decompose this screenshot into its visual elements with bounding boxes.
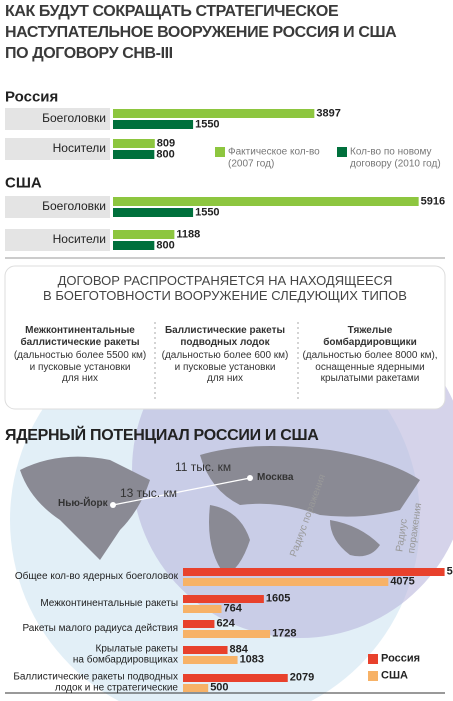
value-label: 1728 [272, 627, 297, 640]
bar [183, 684, 209, 692]
category-box [5, 229, 110, 251]
category-box [5, 108, 110, 130]
legend-swatch [368, 654, 378, 664]
value-label: 2079 [289, 671, 315, 684]
bar [183, 656, 238, 664]
value-label: 5916 [420, 195, 446, 208]
group-label: Россия [5, 88, 59, 106]
route [112, 477, 251, 506]
continent [200, 446, 420, 517]
bar [183, 620, 215, 628]
value-label: 884 [229, 643, 248, 656]
value-label: 764 [223, 602, 242, 615]
bar [183, 578, 389, 586]
treaty-type-title: Баллистические ракеты подводных лодок [164, 325, 286, 348]
value-label: 800 [156, 239, 175, 252]
legend-swatch [337, 147, 347, 157]
category-label: Боеголовки [42, 199, 106, 214]
bar [183, 674, 288, 682]
city-label: Москва [257, 472, 294, 483]
treaty-type-description: (дальностью более 600 км) и пусковые уст… [161, 350, 289, 384]
bar [183, 605, 222, 613]
legend-label: Кол-во по новому договору (2010 год) [350, 146, 441, 170]
value-label: 1188 [176, 228, 201, 241]
value-label: 5192 [446, 565, 453, 578]
chart-title: ЯДЕРНЫЙ ПОТЕНЦИАЛ РОССИИ И США [5, 426, 319, 444]
value-label: 1083 [239, 653, 265, 666]
distance-label: 11 тыс. км [175, 460, 232, 474]
bar [113, 197, 419, 206]
bar [113, 139, 155, 148]
treaty-heading: ДОГОВОР РАСПРОСТРАНЯЕТСЯ НА НАХОДЯЩЕЕСЯ … [43, 273, 407, 303]
bar [113, 109, 315, 118]
bar [113, 241, 155, 250]
value-label: 1550 [195, 118, 220, 131]
bar [113, 230, 175, 239]
bar [183, 630, 271, 638]
legend-label: Фактическое кол-во (2007 год) [228, 146, 320, 170]
legend-swatch [368, 671, 378, 681]
value-label: 3897 [316, 107, 341, 120]
category-label: Боеголовки [42, 111, 106, 126]
legend-label: Россия [381, 652, 421, 665]
treaty-type-title: Тяжелые бомбардировщики [323, 325, 417, 348]
category-label: Межконтинентальные ракеты [40, 597, 178, 609]
treaty-box [4, 265, 446, 410]
category-label: Ракеты малого радиуса действия [22, 622, 178, 634]
title: КАК БУДУТ СОКРАЩАТЬ СТРАТЕГИЧЕСКОЕ НАСТУ… [5, 3, 397, 62]
category-label: Баллистические ракеты подводных лодок и … [13, 671, 178, 693]
value-label: 800 [156, 148, 175, 161]
city-label: Нью-Йорк [58, 498, 108, 509]
category-box [5, 138, 110, 160]
bar [183, 568, 445, 576]
treaty-type-title: Межконтинентальные баллистические ракеты [20, 325, 140, 348]
value-label: 1550 [195, 206, 220, 219]
value-label: 4075 [390, 575, 415, 588]
category-box [5, 196, 110, 218]
distance-label: 13 тыс. км [120, 486, 177, 500]
bar [183, 646, 228, 654]
continent [209, 505, 250, 575]
bar [113, 150, 155, 159]
category-label: Общее кол-во ядерных боеголовок [14, 570, 178, 582]
value-label: 624 [216, 617, 235, 630]
group-label: США [5, 174, 42, 192]
continent [330, 520, 380, 557]
value-label: 500 [210, 681, 229, 694]
bar [183, 595, 264, 603]
value-label: 809 [156, 137, 176, 150]
category-label: Носители [52, 141, 106, 156]
city-dot [110, 502, 116, 508]
treaty-type-description: (дальностью более 8000 км), оснащенные я… [302, 350, 438, 384]
category-label: Носители [52, 232, 106, 247]
legend-label: США [381, 669, 408, 682]
treaty-type-description: (дальностью более 5500 км) и пусковые ус… [13, 350, 147, 384]
value-label: 1605 [265, 592, 291, 605]
category-label: Крылатые ракеты на бомбардировщиках [72, 643, 178, 665]
city-dot [247, 475, 253, 481]
bar [113, 120, 194, 129]
continent [20, 456, 150, 560]
bar [113, 208, 194, 217]
legend-swatch [215, 147, 225, 157]
